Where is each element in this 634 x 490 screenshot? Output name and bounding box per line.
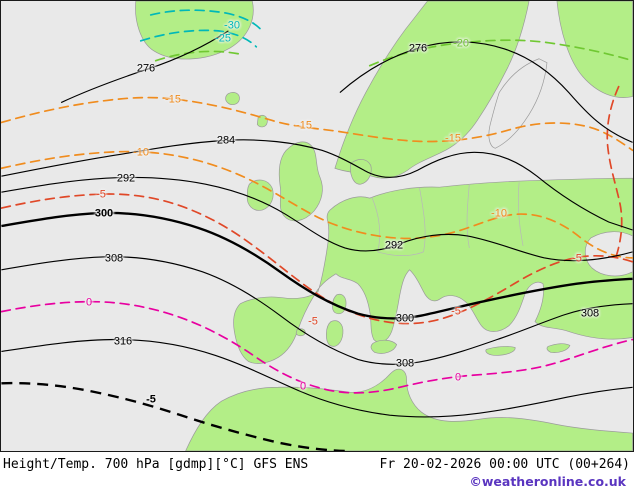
copyright-watermark: ©weatheronline.co.uk <box>469 474 626 489</box>
temp-contour-minus20-west <box>154 50 245 62</box>
land-faroe <box>225 92 240 106</box>
baltic-sea <box>488 58 548 149</box>
thick-dashed-contour-minus5 <box>1 381 350 451</box>
europe-map <box>1 1 633 451</box>
temp-contour-minus10 <box>1 150 633 259</box>
land-cyprus <box>546 343 571 353</box>
caption-bar: Height/Temp. 700 hPa [gdmp][°C] GFS ENS … <box>0 452 634 490</box>
temp-contour-minus25 <box>139 29 258 48</box>
temp-contour-zero <box>1 300 633 394</box>
map-datetime: Fr 20-02-2026 00:00 UTC (00+264) <box>379 457 630 472</box>
map-title: Height/Temp. 700 hPa [gdmp][°C] GFS ENS <box>3 457 309 472</box>
inland-seas <box>488 58 633 277</box>
land-iceland <box>135 1 254 60</box>
height-contour-284 <box>1 139 633 231</box>
height-contour-300-thick <box>1 211 633 320</box>
land-finland <box>556 1 633 98</box>
temp-contour-minus30 <box>149 9 262 30</box>
temp-contour-minus5-east <box>606 85 623 259</box>
height-contour-276 <box>339 41 633 143</box>
height-contour-308 <box>1 256 633 365</box>
black-sea <box>584 231 633 277</box>
land-sardinia <box>325 320 344 347</box>
temp-contour-minus15 <box>1 96 633 152</box>
height-contours <box>1 30 633 451</box>
land-scandinavia <box>334 1 530 179</box>
land-crete <box>485 346 516 356</box>
height-contour-316 <box>1 338 633 418</box>
height-contour-276-west <box>60 30 229 104</box>
temp-contour-minus20 <box>368 39 633 67</box>
height-contour-292 <box>1 176 633 262</box>
land-sicily <box>370 339 398 354</box>
map-canvas: 276 276 284 292 292 300 300 308 308 308 316 -5 -30 -2… <box>0 0 634 452</box>
